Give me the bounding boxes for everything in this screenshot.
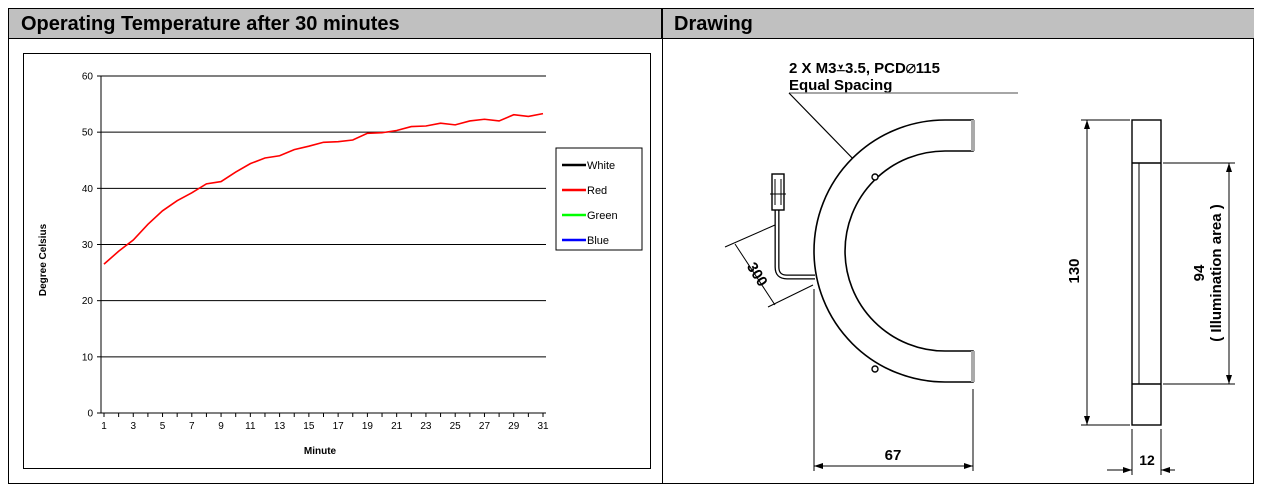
ring-light-body [813, 119, 974, 383]
mounting-hole-bottom [871, 365, 879, 373]
x-tick-label: 9 [218, 421, 224, 432]
illumination-area-label: ( Illumination area ) [1208, 204, 1225, 342]
cable-outline [774, 209, 815, 280]
side-view-body [1131, 119, 1162, 426]
x-tick-label: 27 [479, 421, 491, 432]
mounting-hole-top [871, 173, 879, 181]
cable-connector [771, 173, 785, 211]
y-tick-label: 30 [82, 240, 94, 251]
cable-fill [775, 209, 815, 279]
x-tick-label: 15 [303, 421, 315, 432]
technical-drawing: 2 X M3⩡3.5, PCD⌀115 Equal Spacing 300 [724, 60, 1235, 475]
thick-arrow-right [1161, 467, 1170, 473]
width-arrow-right [964, 463, 973, 469]
note-leader-line [788, 92, 860, 166]
y-tick-label: 60 [82, 72, 94, 83]
cable-length-label: 300 [743, 259, 771, 289]
x-tick-label: 7 [189, 421, 195, 432]
x-tick-label: 11 [245, 421, 256, 432]
y-tick-label: 50 [82, 128, 94, 139]
y-tick-label: 10 [82, 352, 94, 363]
x-tick-label: 23 [420, 421, 432, 432]
x-tick-label: 5 [160, 421, 166, 432]
width-arrow-left [814, 463, 823, 469]
x-tick-label: 3 [130, 421, 136, 432]
cable-ext-bottom [767, 284, 814, 308]
drawing-panel-title: Drawing [662, 9, 1254, 39]
height-arrow-bottom [1084, 416, 1090, 425]
y-tick-label: 20 [82, 296, 94, 307]
chart-legend: White Red Green Blue [555, 147, 643, 251]
illumination-size-label: 94 [1191, 264, 1208, 281]
series-line-red [103, 112, 544, 265]
temperature-panel-title: Operating Temperature after 30 minutes [9, 9, 662, 39]
width-label: 67 [885, 447, 902, 464]
cable-dim-line [734, 243, 776, 306]
x-tick-label: 29 [508, 421, 520, 432]
x-tick-label: 25 [450, 421, 462, 432]
spec-table: Operating Temperature after 30 minutes D… [8, 8, 1254, 484]
chart-grid [101, 75, 546, 358]
thickness-label: 12 [1139, 452, 1155, 468]
cable-ext-top [724, 224, 776, 248]
x-tick-label: 17 [333, 421, 345, 432]
height-label: 130 [1066, 258, 1083, 283]
y-axis-label: Degree Celsius [38, 223, 49, 296]
height-arrow-top [1084, 120, 1090, 129]
x-tick-label: 1 [101, 421, 107, 432]
x-tick-label: 13 [274, 421, 286, 432]
x-tick-label: 31 [537, 421, 549, 432]
spacing-note: Equal Spacing [789, 77, 892, 94]
illum-arrow-top [1226, 163, 1232, 172]
legend-label-red: Red [587, 185, 607, 197]
chart-series [103, 112, 544, 265]
y-tick-label: 0 [87, 409, 93, 420]
x-tick-label: 21 [391, 421, 403, 432]
hole-spec-note: 2 X M3⩡3.5, PCD⌀115 [789, 60, 940, 77]
panel-divider [662, 9, 663, 483]
x-axis-label: Minute [304, 446, 337, 457]
legend-label-white: White [587, 160, 615, 172]
y-tick-label: 40 [82, 184, 94, 195]
temperature-chart-frame: 0 10 20 30 40 50 60 1 3 5 7 9 11 13 15 17 19 21 23 25 27 29 31… [23, 53, 651, 469]
legend-label-green: Green [587, 210, 618, 222]
legend-label-blue: Blue [587, 235, 609, 247]
thick-arrow-left [1123, 467, 1132, 473]
x-tick-label: 19 [362, 421, 374, 432]
illum-arrow-bottom [1226, 375, 1232, 384]
